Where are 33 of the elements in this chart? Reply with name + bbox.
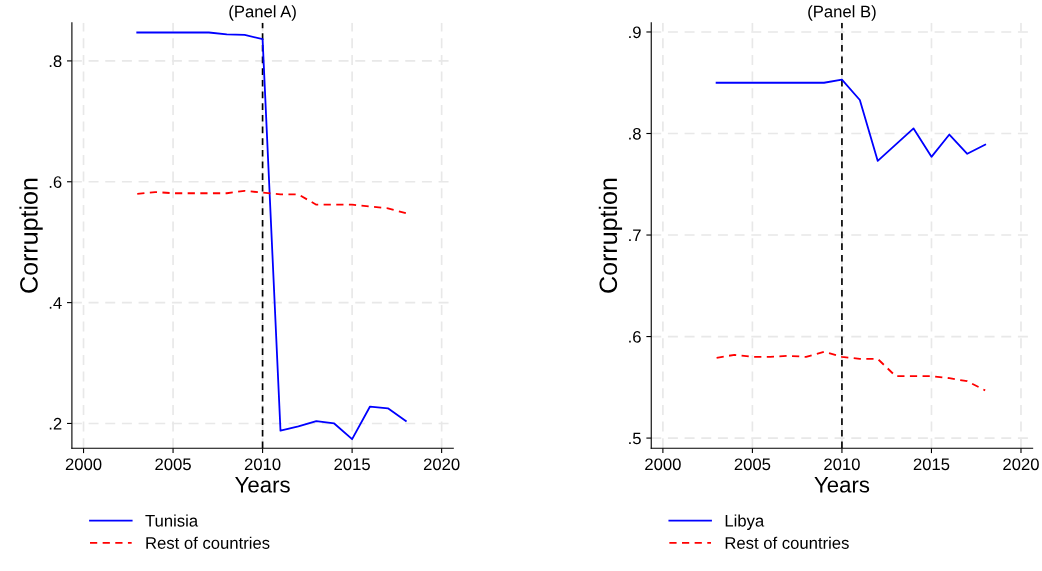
- x-tick-label: 2000: [65, 458, 102, 471]
- legend-label: Libya: [725, 514, 765, 530]
- legend-label: Rest of countries: [725, 536, 849, 549]
- line-series: [715, 78, 987, 162]
- chart-title: (Panel A): [229, 5, 296, 21]
- chart-title: (Panel B): [808, 5, 876, 21]
- x-tick-label: 2020: [1003, 458, 1039, 471]
- x-tick-label: 2015: [334, 458, 370, 471]
- x-tick-label: 2010: [244, 458, 281, 471]
- y-tick-label: .6: [49, 176, 62, 188]
- x-tick-label: 2000: [645, 458, 681, 471]
- y-axis-title: Corruption: [598, 178, 623, 293]
- x-axis-title: Years: [814, 477, 870, 493]
- x-tick-label: 2020: [423, 458, 460, 471]
- y-tick-label: .6: [629, 330, 641, 343]
- y-tick-label: .5: [629, 432, 641, 445]
- y-tick-label: .4: [49, 297, 62, 309]
- y-tick-label: .8: [629, 127, 641, 140]
- legend-label: Rest of countries: [146, 536, 270, 549]
- y-axis-title: Corruption: [19, 178, 43, 293]
- legend-label: Tunisia: [145, 514, 199, 527]
- line-series: [715, 350, 987, 392]
- line-series: [136, 31, 407, 441]
- y-tick-label: .2: [49, 417, 62, 430]
- x-tick-label: 2005: [734, 458, 771, 471]
- line-series: [136, 189, 407, 215]
- y-tick-label: .7: [629, 229, 641, 242]
- x-tick-label: 2010: [824, 458, 860, 471]
- y-tick-label: .8: [49, 55, 62, 68]
- x-axis-title: Years: [235, 477, 290, 493]
- y-tick-label: .9: [629, 26, 641, 39]
- x-tick-label: 2015: [913, 458, 950, 471]
- x-tick-label: 2005: [155, 458, 191, 471]
